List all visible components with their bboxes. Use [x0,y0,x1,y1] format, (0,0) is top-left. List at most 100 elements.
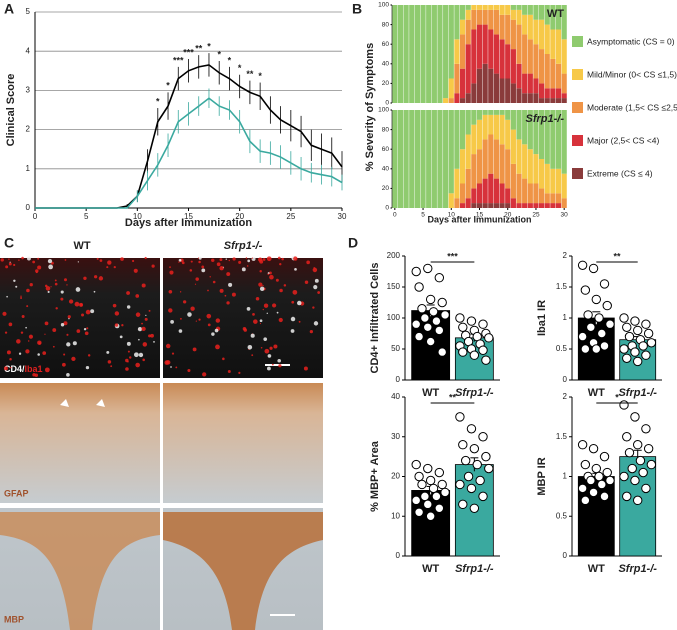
data-point [440,487,450,498]
cell [201,265,205,269]
data-point [633,495,643,506]
y-tick-label: 1.5 [556,282,568,291]
panel-label: A [4,1,14,17]
cell [135,312,141,317]
cell [133,352,139,358]
data-line [35,64,343,209]
cell [10,366,12,369]
bar-segment [493,114,500,140]
cell [170,366,172,368]
data-line [35,97,343,209]
bar-segment [550,5,556,30]
data-point [417,479,427,490]
cell [25,349,30,354]
cell [48,264,54,270]
bar-segment [505,119,511,150]
significance: * [258,71,262,81]
tissue [0,512,160,630]
y-tick-label: 20 [382,80,390,87]
data-point [594,313,604,323]
data-point [577,331,588,342]
cell [297,300,302,306]
bar-segment [499,39,505,79]
cell [86,327,89,330]
cell [15,285,18,288]
bar-segment [539,188,545,204]
bar-segment [476,110,483,120]
bar-segment [493,73,500,103]
bar-segment [544,88,550,99]
cell [85,365,90,370]
cell [18,259,20,261]
data-point [411,319,421,329]
bar-segment [476,119,483,150]
data-point [630,316,640,326]
cell [68,299,74,304]
y-axis-label: Iba1 IR [536,300,548,336]
cell [168,308,173,313]
significance: * [166,81,170,91]
cell [71,356,76,362]
bar-segment [454,110,460,169]
significance: *** [447,251,458,261]
bar-segment [426,5,432,103]
cell [281,257,284,261]
bar-segment [437,110,443,208]
cell [142,358,145,362]
cell [252,312,255,316]
bar-segment [448,193,454,208]
bar-segment [443,98,449,103]
bar-segment [499,183,505,204]
cell [9,358,12,361]
bar-segment [550,110,556,169]
y-tick-label: 2 [26,125,31,134]
cell [37,340,42,345]
data-point [630,347,640,357]
cell [219,258,223,262]
cell [16,339,21,344]
x-tick-label: WT [588,387,605,399]
bar-segment [561,98,567,103]
data-point [425,294,436,305]
data-point [411,266,421,277]
data-point [635,455,646,466]
data-point [411,495,421,506]
cell [60,323,65,327]
cell [168,289,173,294]
cell [4,331,8,334]
bar-segment [499,5,505,15]
stain-label: CD4/ [4,364,25,374]
data-point [423,322,433,332]
data-point [420,491,430,502]
bar-segment [499,203,505,208]
data-point [428,483,439,494]
y-tick-label: 40 [382,166,390,173]
bar-segment [459,98,466,103]
bar-segment [499,114,505,145]
data-point [423,263,433,274]
data-point [414,507,424,517]
cell [114,323,119,327]
cell [269,346,273,350]
cell [55,307,58,310]
cell [246,265,249,267]
bar-segment [476,68,483,103]
cell [63,321,68,326]
x-tick-label: 15 [476,212,484,219]
bar-segment [420,110,426,208]
bar-segment [544,54,550,89]
cell [279,262,282,266]
cell [198,260,201,264]
y-tick-label: 40 [391,392,400,401]
bar-segment [522,110,528,145]
data-point [599,451,610,462]
bar-segment [443,5,449,99]
bar-segment [539,110,545,159]
bar-segment [465,44,471,94]
cell [87,354,91,357]
bar-segment [482,63,488,103]
data-point [463,471,474,482]
x-tick-label: 5 [84,212,89,221]
cell [75,287,81,292]
data-point [643,328,654,339]
